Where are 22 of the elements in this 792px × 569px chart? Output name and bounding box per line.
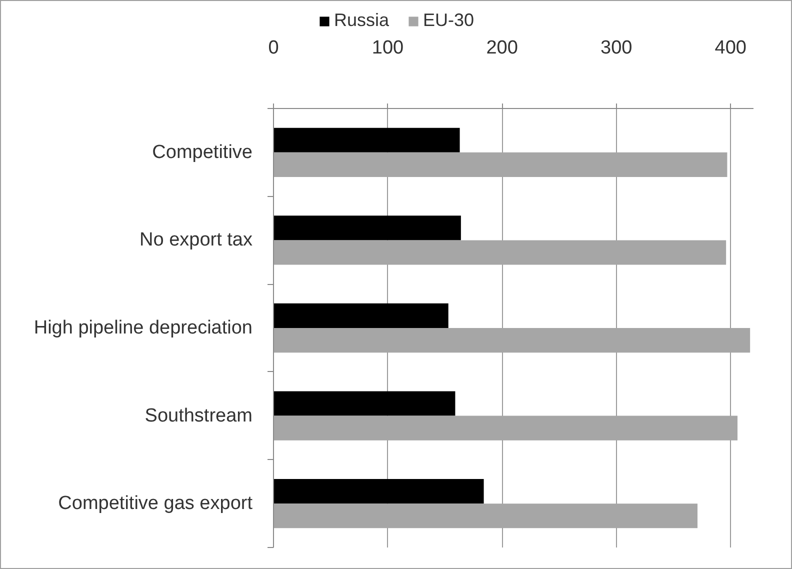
x-tick-label: 400 [714, 38, 746, 58]
x-tick-label: 200 [486, 38, 518, 58]
bar [274, 416, 738, 440]
y-tick-label: High pipeline depreciation [34, 318, 253, 338]
y-tick-label: Competitive [152, 142, 253, 163]
y-tick-label: No export tax [140, 230, 253, 251]
x-tick-label: 100 [372, 38, 404, 58]
bar [274, 303, 448, 328]
bar [274, 328, 750, 353]
x-tick-label: 0 [268, 38, 279, 58]
y-tick-label: Competitive gas export [58, 493, 254, 514]
legend-label: EU-30 [423, 10, 474, 31]
bar [274, 391, 456, 416]
bar [274, 152, 728, 177]
y-tick-label: Southstream [144, 405, 253, 426]
bar [274, 128, 460, 152]
bar [274, 216, 461, 240]
bar [274, 479, 484, 504]
x-tick-label: 300 [600, 38, 632, 58]
bar [274, 240, 726, 265]
legend-label: Russia [334, 10, 390, 31]
bar [274, 504, 698, 528]
